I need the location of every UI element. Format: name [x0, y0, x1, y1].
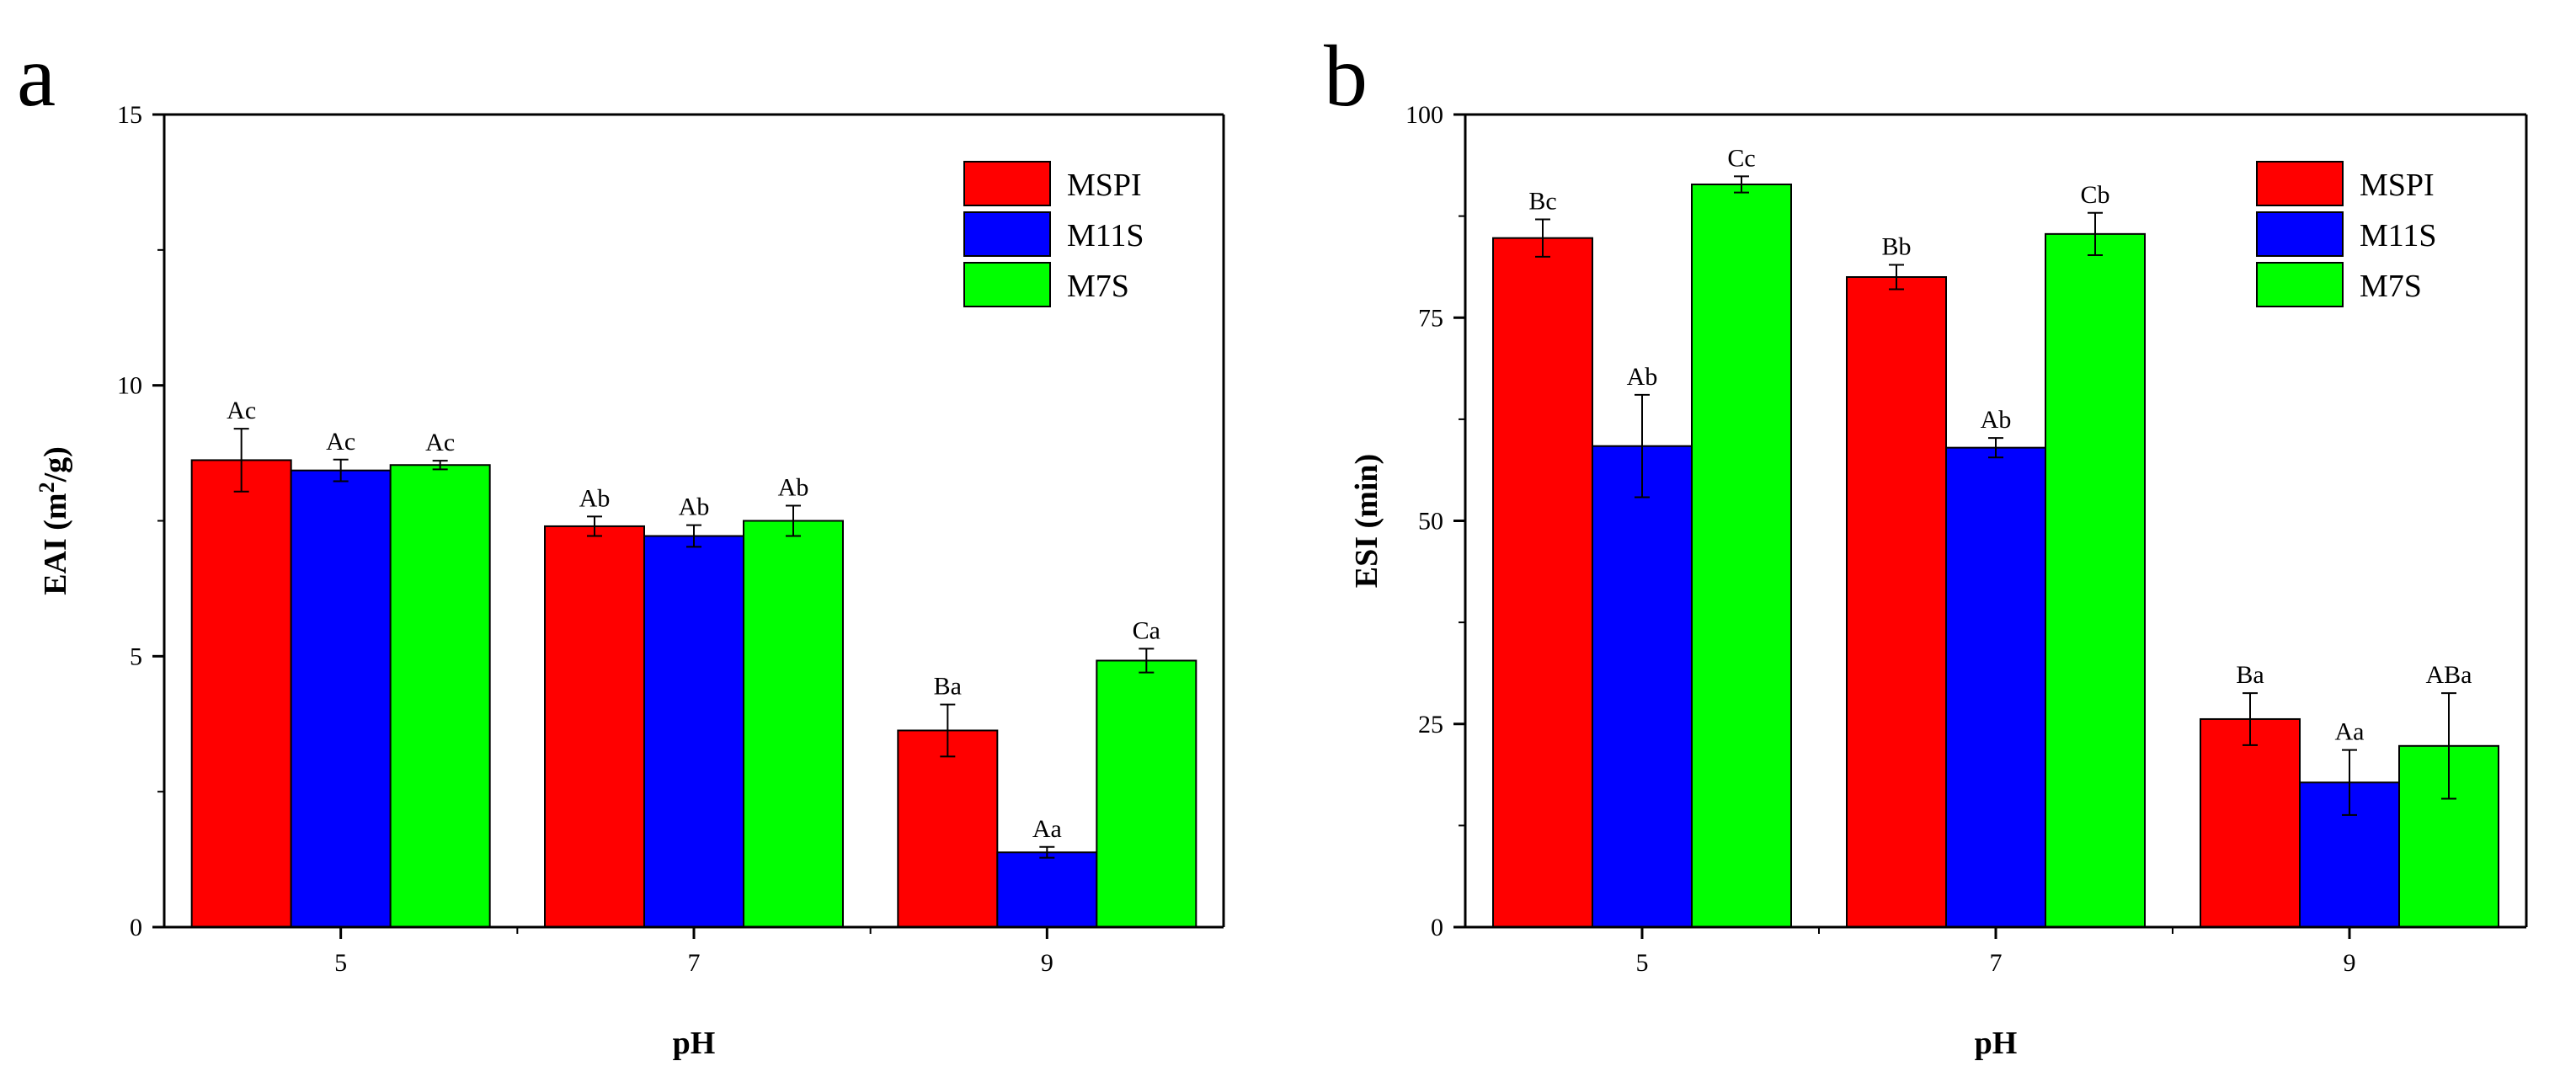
significance-label: Ab: [579, 484, 611, 512]
y-axis-title: EAI (m2/g): [35, 446, 73, 595]
bar-MSPI-5: [1492, 237, 1593, 928]
legend-label-M11S: M11S: [2360, 218, 2437, 253]
bar-M7S-5: [1691, 183, 1792, 929]
panel-letter: b: [1324, 28, 1368, 125]
legend-swatch-M11S: [963, 211, 1051, 257]
legend-swatch-M7S: [963, 262, 1051, 307]
bar-M11S-5: [290, 469, 392, 928]
legend-swatch-M11S: [2256, 211, 2344, 257]
bar-MSPI-7: [1846, 276, 1947, 928]
y-axis-title-superscript: 2: [35, 482, 59, 493]
y-tick-label: 0: [130, 914, 142, 941]
x-tick-label: 5: [1636, 949, 1649, 977]
significance-label: Cc: [1727, 144, 1755, 172]
significance-label: Aa: [2335, 718, 2365, 746]
significance-label: Ba: [934, 673, 962, 701]
chart-panel-b: b Bc Bb Ba Ab Ab Aa Cc Cb ABa 0 25 50 75 100 5 7 9 pH ESI (…: [1324, 28, 2528, 1061]
y-tick-label: 25: [1418, 711, 1443, 738]
legend-label-MSPI: MSPI: [1067, 168, 1142, 203]
bar-MSPI-7: [544, 525, 645, 929]
bar-M7S-5: [389, 464, 491, 928]
significance-label: Bb: [1881, 233, 1911, 261]
significance-label: Ba: [2236, 661, 2264, 689]
y-axis-title: ESI (min): [1349, 454, 1384, 588]
x-axis-title: pH: [673, 1026, 716, 1061]
significance-label: Ac: [227, 397, 256, 424]
bar-M7S-9: [1096, 659, 1197, 928]
legend-swatch-MSPI: [963, 161, 1051, 206]
y-tick-label: 50: [1418, 508, 1443, 536]
chart-panel-a: a Ac Ab Ba Ac Ab Aa Ac Ab Ca 0 5 10 15 5 7 9 pH EAI (m2/g)…: [17, 28, 1225, 1061]
bar-M11S-5: [1592, 445, 1693, 928]
x-tick-label: 5: [334, 949, 347, 977]
x-axis-title: pH: [1975, 1026, 2018, 1061]
significance-label: Ac: [425, 429, 455, 456]
significance-label: Bc: [1528, 187, 1556, 215]
y-tick-label: 100: [1405, 101, 1443, 129]
y-tick-label: 0: [1431, 914, 1443, 941]
significance-label: Aa: [1032, 815, 1062, 843]
x-tick-label: 9: [2344, 949, 2356, 977]
significance-label: Ab: [679, 493, 710, 521]
bar-MSPI-9: [897, 729, 999, 928]
bar-M7S-7: [2045, 232, 2146, 929]
x-tick-label: 7: [1990, 949, 2003, 977]
panel-letter: a: [17, 28, 56, 125]
y-tick-label: 15: [117, 101, 142, 129]
legend-label-MSPI: MSPI: [2360, 168, 2435, 203]
legend-label-M7S: M7S: [2360, 269, 2422, 304]
legend-label-M7S: M7S: [1067, 269, 1129, 304]
significance-label: Cb: [2080, 181, 2109, 209]
y-tick-label: 10: [117, 372, 142, 400]
x-tick-label: 9: [1041, 949, 1053, 977]
y-tick-label: 75: [1418, 304, 1443, 332]
bar-M11S-7: [1945, 446, 2046, 928]
significance-label: Ca: [1133, 616, 1160, 644]
legend-swatch-MSPI: [2256, 161, 2344, 206]
x-tick-label: 7: [688, 949, 701, 977]
legend-label-M11S: M11S: [1067, 218, 1144, 253]
significance-label: Ab: [778, 473, 809, 501]
significance-label: Ab: [1981, 406, 2012, 434]
y-tick-label: 5: [130, 642, 142, 670]
bar-MSPI-5: [190, 459, 292, 928]
legend-swatch-M7S: [2256, 262, 2344, 307]
bar-MSPI-9: [2200, 717, 2301, 929]
y-axis-title-part: EAI (m: [38, 493, 73, 594]
bar-M7S-7: [743, 520, 844, 928]
bar-M11S-7: [643, 535, 744, 928]
y-axis-title-part: /g): [38, 446, 73, 483]
significance-label: Ac: [326, 428, 355, 456]
significance-label: Ab: [1627, 363, 1658, 391]
bar-M11S-9: [996, 851, 1098, 928]
significance-label: ABa: [2426, 661, 2472, 689]
